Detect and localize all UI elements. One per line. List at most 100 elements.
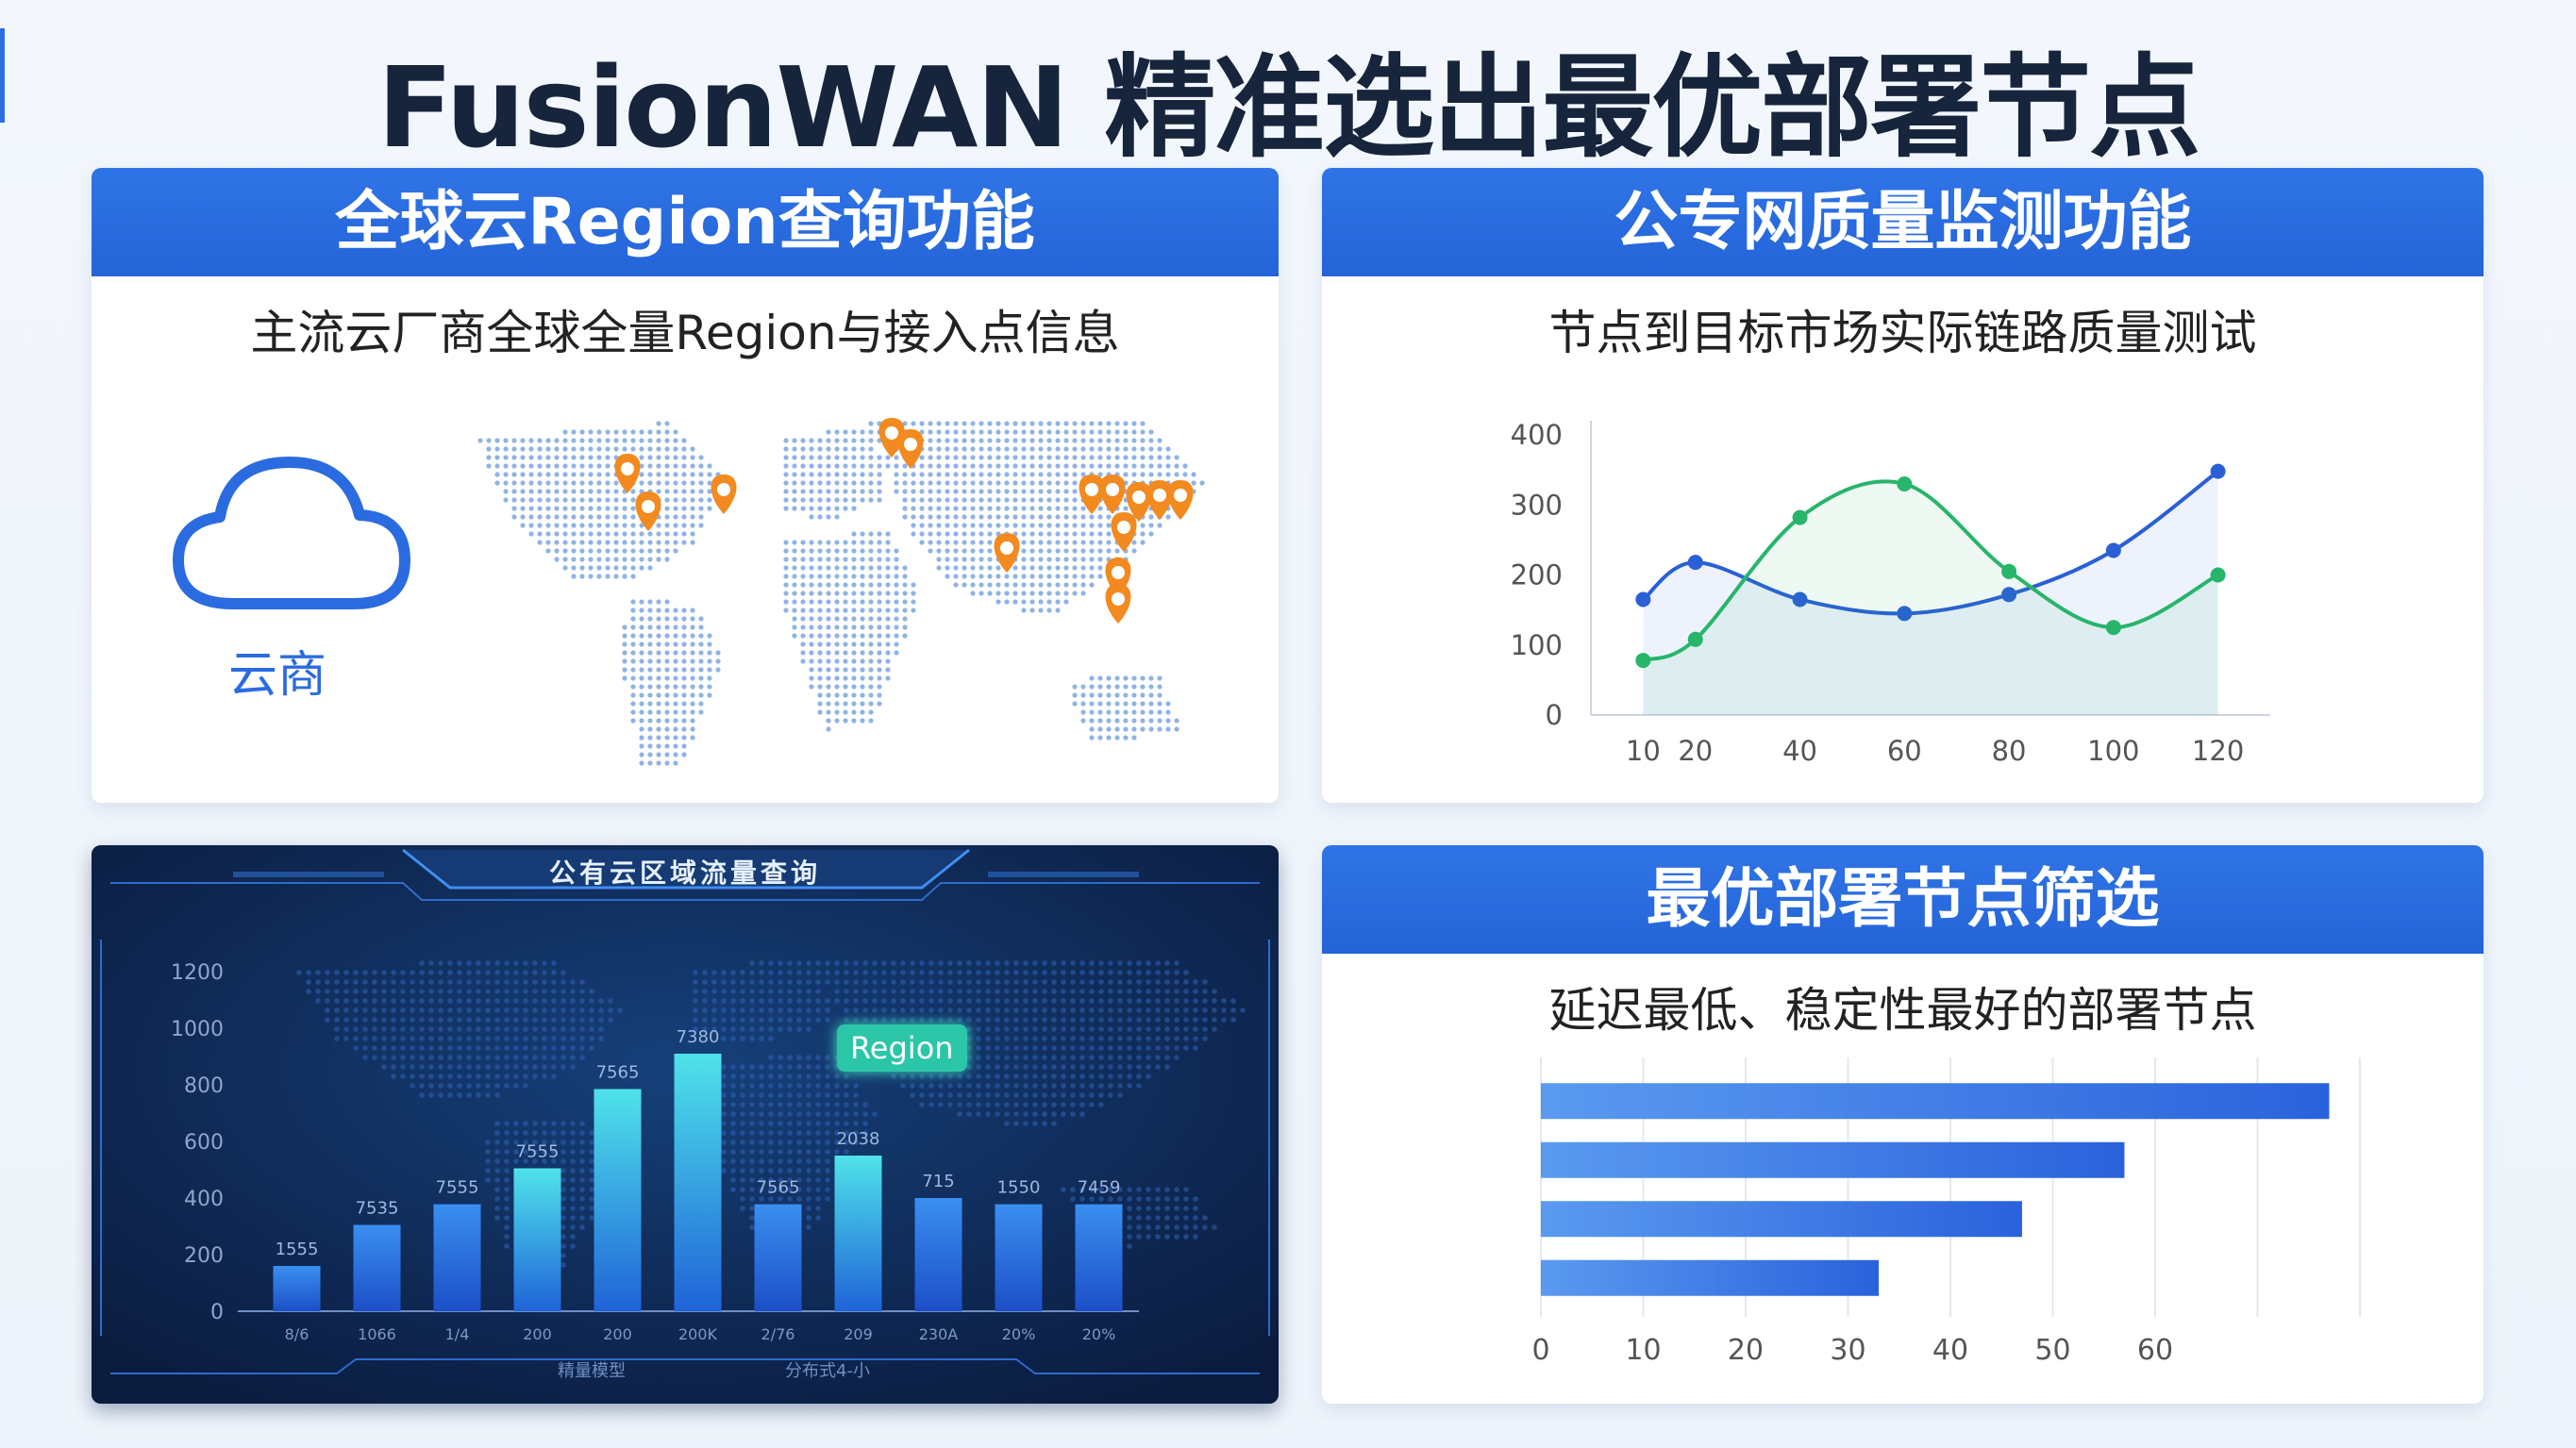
bar — [353, 1224, 401, 1311]
bar — [1541, 1083, 2330, 1120]
category-label: 20% — [1082, 1325, 1116, 1343]
y-tick-label: 1000 — [171, 1018, 224, 1041]
location-pin-icon — [897, 429, 924, 469]
cloud-label: 云商 — [228, 647, 327, 704]
location-pin-icon — [1111, 512, 1137, 552]
data-point — [2210, 463, 2226, 479]
category-label: 8/6 — [285, 1325, 309, 1343]
bottom-label: 分布式4-小 — [785, 1361, 870, 1381]
quality-line-chart: 0 100 200 300 400 10 20 40 60 80 100 120 — [1511, 419, 2270, 767]
category-label: 200 — [603, 1325, 632, 1343]
data-label: 1555 — [276, 1240, 319, 1259]
data-label: 7565 — [596, 1063, 640, 1083]
quality-monitor-subtitle: 节点到目标市场实际链路质量测试 — [1548, 306, 2257, 360]
region-tag: Region — [837, 1024, 967, 1072]
data-point — [1792, 591, 1808, 607]
data-label: 2038 — [837, 1129, 880, 1149]
traffic-query-header: 公有云区域流量查询 — [548, 857, 821, 889]
x-tick-label: 100 — [2087, 735, 2139, 767]
y-tick-label: 0 — [210, 1301, 224, 1324]
left-accent-bar — [0, 28, 5, 123]
data-point — [1897, 475, 1913, 491]
region-query-subtitle: 主流云厂商全球全量Region与接入点信息 — [250, 306, 1120, 360]
y-tick-label: 100 — [1511, 629, 1563, 661]
location-pin-icon — [635, 491, 661, 531]
node-select-panel: 最优部署节点筛选 延迟最低、稳定性最好的部署节点 0 10 20 30 40 50 60 — [1322, 845, 2484, 1404]
bar — [1541, 1259, 1880, 1296]
y-tick-label: 1200 — [171, 961, 224, 985]
x-tick-label: 40 — [1782, 735, 1817, 767]
data-label: 7535 — [356, 1199, 399, 1219]
category-label: 20% — [1002, 1325, 1036, 1343]
data-point — [2001, 587, 2017, 603]
bar — [1541, 1201, 2022, 1238]
bottom-label: 精量模型 — [558, 1361, 626, 1381]
location-pin-icon — [1105, 584, 1131, 624]
x-tick-label: 80 — [1992, 735, 2027, 767]
bar — [1541, 1141, 2125, 1178]
traffic-bar-chart: 0 200 400 600 800 1000 1200 1555 8/6 7535 1066 7555… — [171, 961, 1139, 1381]
bar — [995, 1204, 1043, 1311]
location-pin-icon — [1146, 480, 1173, 520]
x-tick-label: 10 — [1626, 735, 1661, 767]
location-pin-icon — [1126, 482, 1152, 522]
y-tick-label: 800 — [184, 1074, 224, 1098]
category-label: 200 — [523, 1325, 552, 1343]
bar — [513, 1168, 561, 1311]
data-point — [1687, 631, 1703, 647]
data-point — [1792, 509, 1808, 525]
x-tick-label: 20 — [1678, 735, 1713, 767]
category-label: 209 — [844, 1325, 873, 1343]
y-tick-label: 0 — [1546, 699, 1563, 731]
bar — [273, 1266, 321, 1311]
data-point — [2001, 563, 2017, 579]
category-label: 1/4 — [445, 1325, 470, 1343]
data-point — [1687, 555, 1703, 571]
bar — [754, 1204, 802, 1311]
data-label: 7380 — [677, 1027, 720, 1047]
location-pin-icon — [878, 418, 905, 458]
data-label: 7459 — [1078, 1178, 1121, 1198]
world-map-icon — [477, 418, 1205, 766]
x-tick-label: 50 — [2034, 1334, 2070, 1367]
x-tick-label: 30 — [1830, 1334, 1865, 1367]
series-area-2 — [1643, 481, 2218, 715]
data-point — [2210, 567, 2226, 583]
location-pin-icon — [711, 474, 737, 514]
location-pin-icon — [1167, 480, 1194, 520]
data-label: 7555 — [436, 1178, 479, 1198]
data-label: 7565 — [757, 1178, 800, 1198]
location-pin-icon — [1099, 474, 1126, 514]
bar — [914, 1198, 962, 1311]
x-tick-label: 10 — [1625, 1334, 1661, 1367]
data-point — [1635, 591, 1651, 607]
node-select-subtitle: 延迟最低、稳定性最好的部署节点 — [1548, 983, 2257, 1038]
x-tick-label: 120 — [2192, 735, 2244, 767]
quality-monitor-header: 公专网质量监测功能 — [1322, 168, 2484, 276]
data-point — [1635, 653, 1651, 669]
location-pin-icon — [614, 454, 641, 493]
location-pin-icon — [994, 533, 1020, 573]
location-pin-icon — [1079, 474, 1105, 514]
data-point — [1897, 606, 1913, 622]
x-tick-label: 0 — [1531, 1334, 1549, 1367]
data-label: 715 — [922, 1172, 954, 1191]
category-label: 1066 — [358, 1325, 396, 1343]
traffic-query-panel: 公有云区域流量查询 0 200 400 600 800 1000 1200 1555 8/6 75… — [92, 845, 1279, 1404]
region-tag-label: Region — [850, 1030, 954, 1066]
bar — [834, 1156, 882, 1311]
x-tick-label: 60 — [2137, 1334, 2173, 1367]
page-title: FusionWAN 精准选出最优部署节点 — [376, 42, 2201, 173]
series-area-1 — [1643, 471, 2218, 715]
x-tick-label: 60 — [1887, 735, 1922, 767]
y-tick-label: 400 — [184, 1188, 224, 1211]
y-tick-label: 200 — [1511, 559, 1563, 591]
y-tick-label: 200 — [184, 1244, 224, 1268]
bar — [674, 1054, 722, 1311]
cloud-icon — [173, 457, 410, 609]
bar — [1075, 1204, 1123, 1311]
x-tick-label: 20 — [1728, 1334, 1764, 1367]
data-point — [2105, 542, 2121, 558]
category-label: 2/76 — [761, 1325, 795, 1343]
x-tick-label: 40 — [1932, 1334, 1968, 1367]
